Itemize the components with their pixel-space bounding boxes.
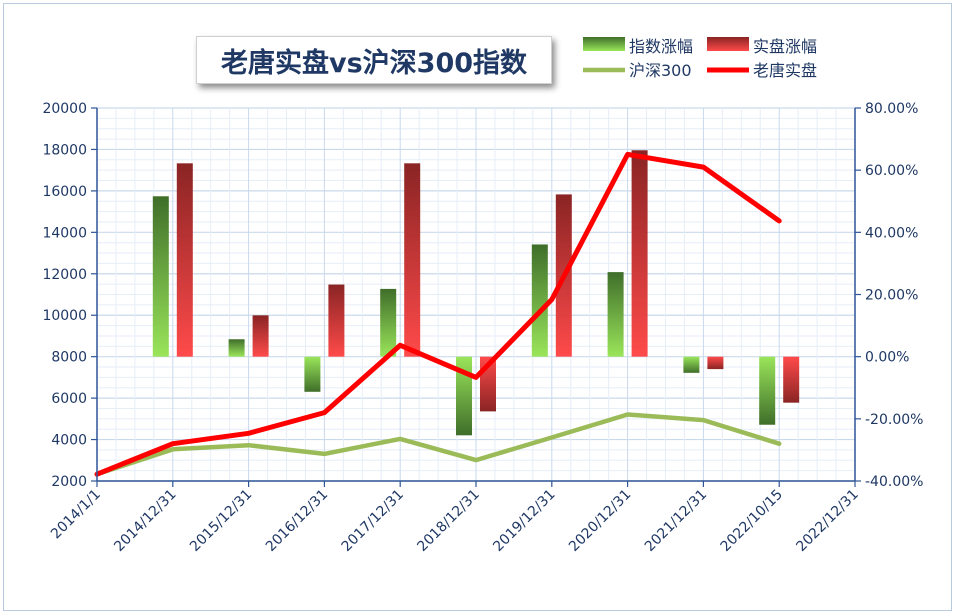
bar-index-change <box>683 356 700 373</box>
x-tick-label: 2020/12/31 <box>566 487 634 555</box>
bar-index-change <box>380 288 397 357</box>
left-tick-label: 20000 <box>42 101 87 117</box>
grid <box>96 107 856 482</box>
left-tick-label: 16000 <box>42 184 87 200</box>
legend-portfolio-change-label: 实盘涨幅 <box>753 37 817 56</box>
left-tick-label: 10000 <box>42 308 87 324</box>
left-tick-label: 2000 <box>51 474 87 490</box>
x-tick-label: 2015/12/31 <box>187 487 255 555</box>
left-tick-label: 6000 <box>51 391 87 407</box>
x-tick-label: 2014/12/31 <box>111 487 179 555</box>
left-tick-label: 18000 <box>42 142 87 158</box>
bar-index-change <box>607 272 624 357</box>
x-tick-label: 2014/1/1 <box>48 487 104 543</box>
x-tick-label: 2022/12/31 <box>793 487 861 555</box>
right-tick-label: 20.00% <box>865 288 918 304</box>
bar-portfolio-change <box>328 284 345 357</box>
x-tick-label: 2022/10/15 <box>718 487 786 555</box>
bar-portfolio-change <box>631 150 648 357</box>
chart-title: 老唐实盘vs沪深300指数 <box>220 47 528 79</box>
right-tick-label: 0.00% <box>865 350 909 366</box>
right-tick-label: 60.00% <box>865 163 918 179</box>
legend-index-change: 指数涨幅 <box>583 37 693 56</box>
right-tick-label: 80.00% <box>865 101 918 117</box>
legend-portfolio-change-swatch <box>707 37 749 51</box>
left-tick-label: 14000 <box>42 225 87 241</box>
bar-portfolio-change <box>252 315 269 357</box>
legend-portfolio-label: 老唐实盘 <box>753 61 817 80</box>
legend-csi300: 沪深300 <box>583 61 692 80</box>
x-tick-label: 2018/12/31 <box>414 487 482 555</box>
bar-index-change <box>152 196 169 357</box>
bar-index-change <box>304 356 321 392</box>
lines <box>94 151 782 477</box>
legend-csi300-label: 沪深300 <box>629 61 692 80</box>
bar-portfolio-change <box>176 163 193 357</box>
left-tick-label: 12000 <box>42 267 87 283</box>
x-tick-label: 2021/12/31 <box>642 487 710 555</box>
line-csi300 <box>94 412 782 477</box>
legend-index-change-label: 指数涨幅 <box>629 37 693 56</box>
bar-index-change <box>531 244 548 357</box>
x-tick-label: 2019/12/31 <box>490 487 558 555</box>
bar-portfolio-change <box>783 356 800 403</box>
left-tick-label: 8000 <box>51 350 87 366</box>
legend-portfolio: 老唐实盘 <box>707 61 817 80</box>
left-tick-label: 4000 <box>51 433 87 449</box>
x-tick-label: 2017/12/31 <box>339 487 407 555</box>
bar-portfolio-change <box>404 163 421 357</box>
line-portfolio <box>94 151 782 477</box>
bar-portfolio-change <box>707 356 724 370</box>
chart-title-box: 老唐实盘vs沪深300指数 <box>196 36 552 84</box>
x-tick-label: 2016/12/31 <box>263 487 331 555</box>
right-tick-label: 40.00% <box>865 225 918 241</box>
legend-index-change-swatch <box>583 37 625 51</box>
bar-index-change <box>228 339 245 357</box>
bar-index-change <box>759 356 776 425</box>
bars <box>152 150 800 436</box>
right-tick-label: -40.00% <box>865 474 923 490</box>
right-tick-label: -20.00% <box>865 412 923 428</box>
legend-portfolio-change: 实盘涨幅 <box>707 37 817 56</box>
axes: 2000 4000 6000 8000 10000 12000 14000 16000 1800… <box>42 101 923 555</box>
